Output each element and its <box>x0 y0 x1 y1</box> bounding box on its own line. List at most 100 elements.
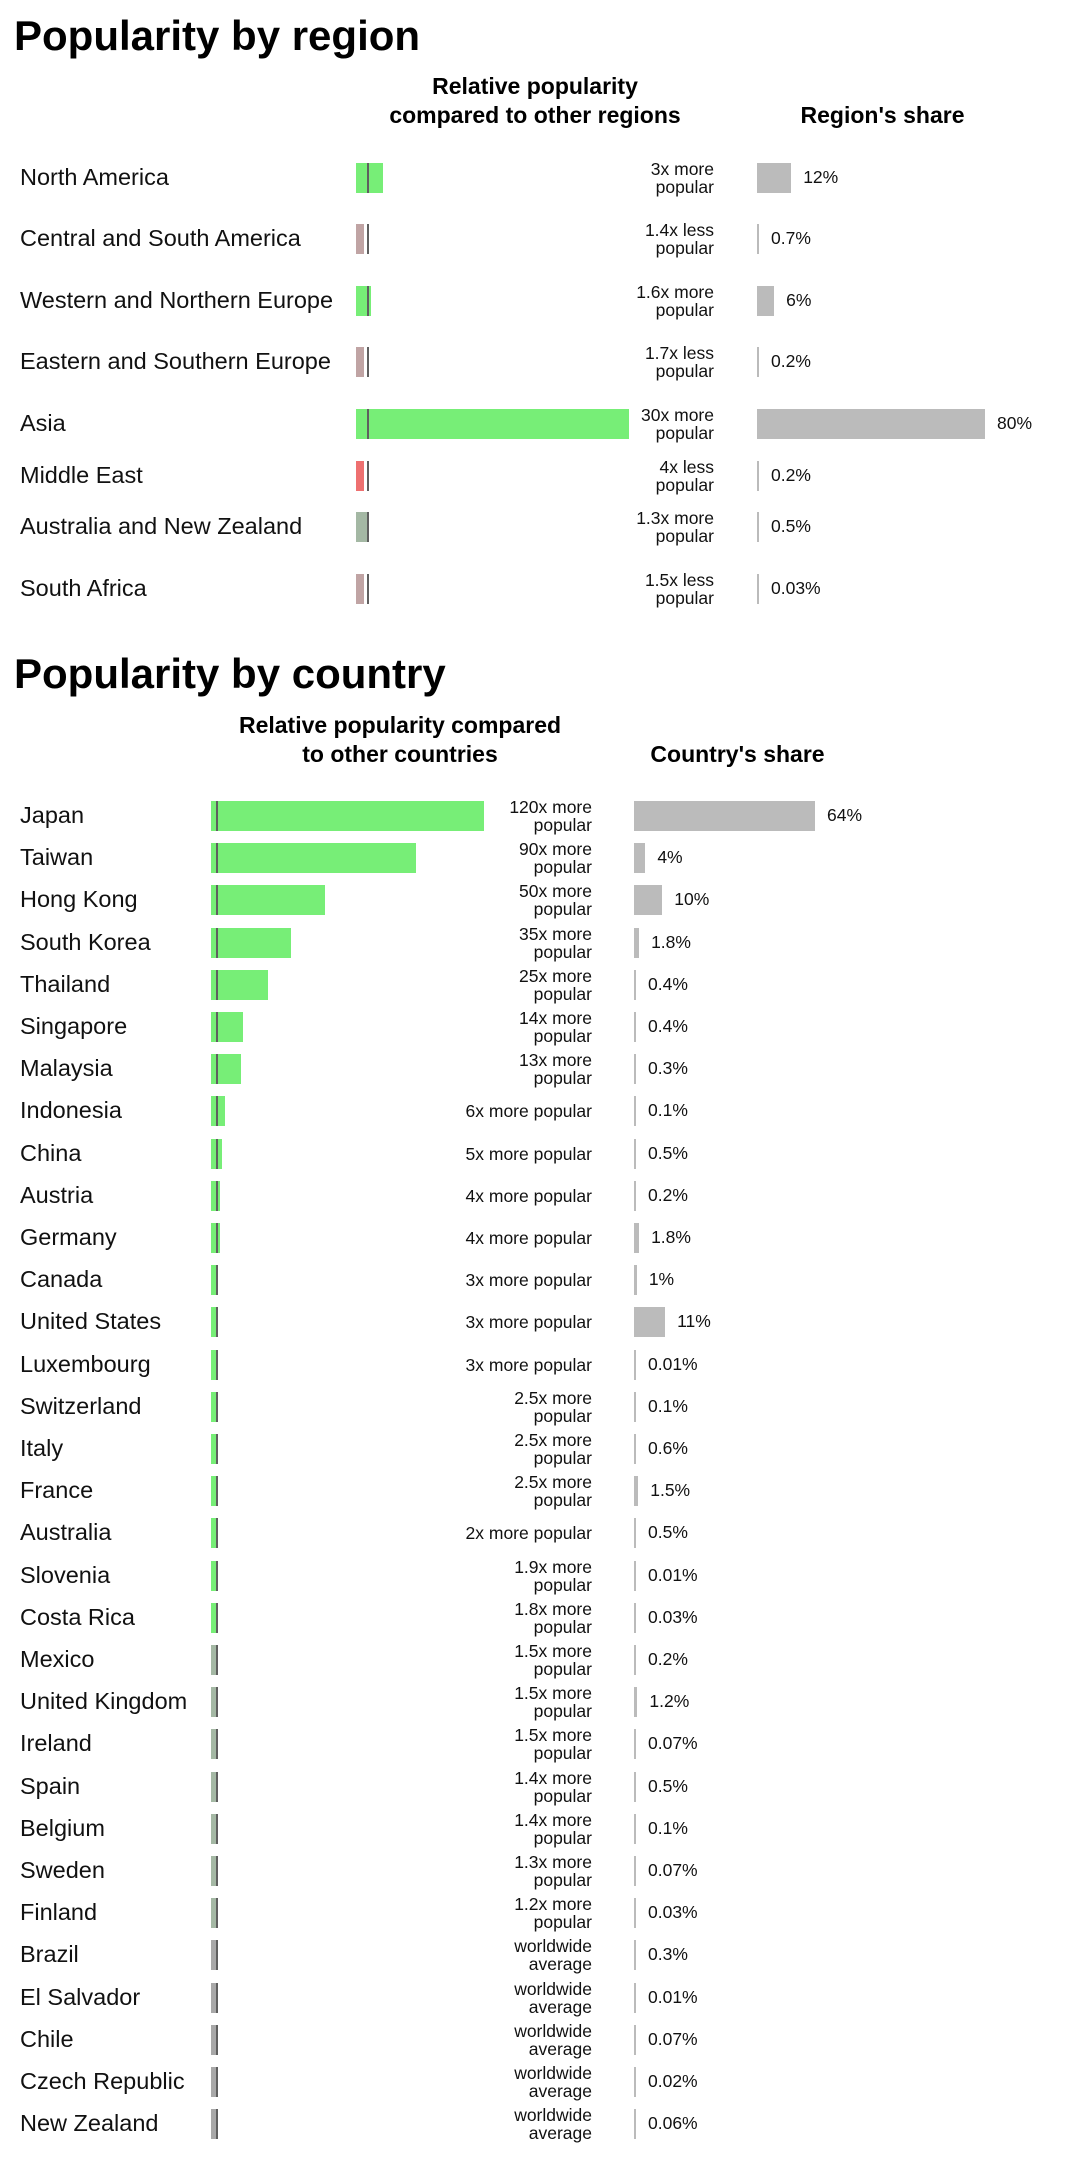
country-popularity-label: worldwide average <box>514 2105 592 2143</box>
country-share-bar <box>634 1983 636 2013</box>
country-row-label: Singapore <box>20 1013 128 1039</box>
region-popularity-bar <box>356 512 368 542</box>
region-section-title: Popularity by region <box>14 12 421 59</box>
country-popularity-bar <box>211 1392 218 1422</box>
region-share-column-heading: Region's share <box>800 102 965 128</box>
country-popularity-label: worldwide average <box>514 1979 592 2017</box>
region-popularity-bar <box>356 286 371 316</box>
country-popularity-bar <box>211 1518 218 1548</box>
country-share-bar <box>634 1898 636 1928</box>
country-average-marker <box>216 1603 218 1633</box>
country-row-label: Switzerland <box>20 1393 142 1419</box>
country-popularity-label: 2.5x more popular <box>514 1388 592 1426</box>
region-row-label: Asia <box>20 410 66 436</box>
country-popularity-label: 14x more popular <box>519 1008 592 1046</box>
country-popularity-bar <box>211 1307 218 1337</box>
country-share-bar <box>634 1856 636 1886</box>
country-popularity-bar <box>211 1772 218 1802</box>
region-share-label: 0.5% <box>771 516 811 536</box>
country-share-bar <box>634 2025 636 2055</box>
region-average-marker <box>367 286 369 316</box>
country-share-label: 0.6% <box>648 1438 688 1458</box>
country-share-column-heading: Country's share <box>650 741 825 767</box>
country-popularity-label: 3x more popular <box>465 1270 592 1290</box>
country-share-bar <box>634 1645 636 1675</box>
country-average-marker <box>216 1392 218 1422</box>
country-popularity-bar <box>211 885 325 915</box>
country-share-label: 1.2% <box>649 1691 690 1711</box>
country-average-marker <box>216 885 218 915</box>
country-average-marker <box>216 1772 218 1802</box>
region-row-label: Middle East <box>20 462 143 488</box>
region-average-marker <box>367 574 369 604</box>
country-share-label: 0.2% <box>648 1649 688 1669</box>
country-average-marker <box>216 1940 218 1970</box>
region-share-label: 0.2% <box>771 351 811 371</box>
country-section-title: Popularity by country <box>14 650 446 697</box>
country-average-marker <box>216 1518 218 1548</box>
country-share-label: 0.01% <box>648 1987 698 2007</box>
country-row-label: Luxembourg <box>20 1351 151 1377</box>
country-popularity-label: worldwide average <box>514 2063 592 2101</box>
country-share-bar <box>634 1729 636 1759</box>
country-average-marker <box>216 1814 218 1844</box>
country-share-bar <box>634 1476 639 1506</box>
country-popularity-bar <box>211 970 268 1000</box>
country-average-marker <box>216 1012 218 1042</box>
country-popularity-bar <box>211 1434 218 1464</box>
country-share-label: 0.06% <box>648 2113 698 2133</box>
region-row-label: North America <box>20 164 169 190</box>
country-share-bar <box>634 1096 636 1126</box>
country-share-label: 0.5% <box>648 1522 688 1542</box>
region-popularity-label: 1.6x more popular <box>636 282 714 320</box>
country-popularity-label: 1.4x more popular <box>514 1768 592 1806</box>
region-share-bar <box>757 461 759 491</box>
country-share-bar <box>634 1139 636 1169</box>
country-average-marker <box>216 1350 218 1380</box>
country-row-label: Mexico <box>20 1646 95 1672</box>
region-popularity-label: 4x less popular <box>655 457 714 495</box>
country-popularity-label: 1.9x more popular <box>514 1557 592 1595</box>
region-share-label: 0.2% <box>771 465 811 485</box>
country-share-label: 0.5% <box>648 1776 688 1796</box>
country-row-label: Slovenia <box>20 1562 111 1588</box>
country-popularity-label: 1.5x more popular <box>514 1725 592 1763</box>
country-share-label: 0.4% <box>648 974 688 994</box>
country-share-label: 1.8% <box>651 932 691 952</box>
country-row-label: Brazil <box>20 1941 79 1967</box>
country-share-bar <box>634 1054 636 1084</box>
region-share-label: 12% <box>803 167 839 187</box>
region-share-label: 0.7% <box>771 228 811 248</box>
country-average-marker <box>216 1645 218 1675</box>
country-popularity-label: 1.8x more popular <box>514 1599 592 1637</box>
country-row-label: South Korea <box>20 929 151 955</box>
country-row-label: United States <box>20 1308 162 1334</box>
country-popularity-label: 1.5x more popular <box>514 1683 592 1721</box>
region-popularity-label: 1.3x more popular <box>636 508 714 546</box>
country-row-label: Austria <box>20 1182 94 1208</box>
country-share-bar <box>634 1603 636 1633</box>
country-share-label: 64% <box>827 805 863 825</box>
country-row-label: Hong Kong <box>20 886 138 912</box>
country-popularity-label: 2.5x more popular <box>514 1430 592 1468</box>
country-row-label: Spain <box>20 1773 81 1799</box>
country-share-label: 0.01% <box>648 1565 698 1585</box>
country-average-marker <box>216 2025 218 2055</box>
region-popularity-bar <box>356 461 364 491</box>
country-popularity-column-heading: Relative popularity compared to other co… <box>238 712 562 767</box>
region-share-bar <box>757 574 759 604</box>
country-popularity-bar <box>211 1561 218 1591</box>
country-share-label: 0.07% <box>648 1860 698 1880</box>
country-popularity-bar <box>211 2109 218 2139</box>
country-share-label: 0.03% <box>648 1607 698 1627</box>
country-row-label: Indonesia <box>20 1097 122 1123</box>
country-row-label: Costa Rica <box>20 1604 135 1630</box>
region-popularity-column-heading: Relative popularity compared to other re… <box>389 73 681 128</box>
country-share-label: 0.3% <box>648 1058 688 1078</box>
country-share-label: 0.07% <box>648 1733 698 1753</box>
country-share-label: 0.02% <box>648 2071 698 2091</box>
country-share-bar <box>634 1687 638 1717</box>
country-row-label: United Kingdom <box>20 1688 188 1714</box>
country-average-marker <box>216 1265 218 1295</box>
region-average-marker <box>367 512 369 542</box>
